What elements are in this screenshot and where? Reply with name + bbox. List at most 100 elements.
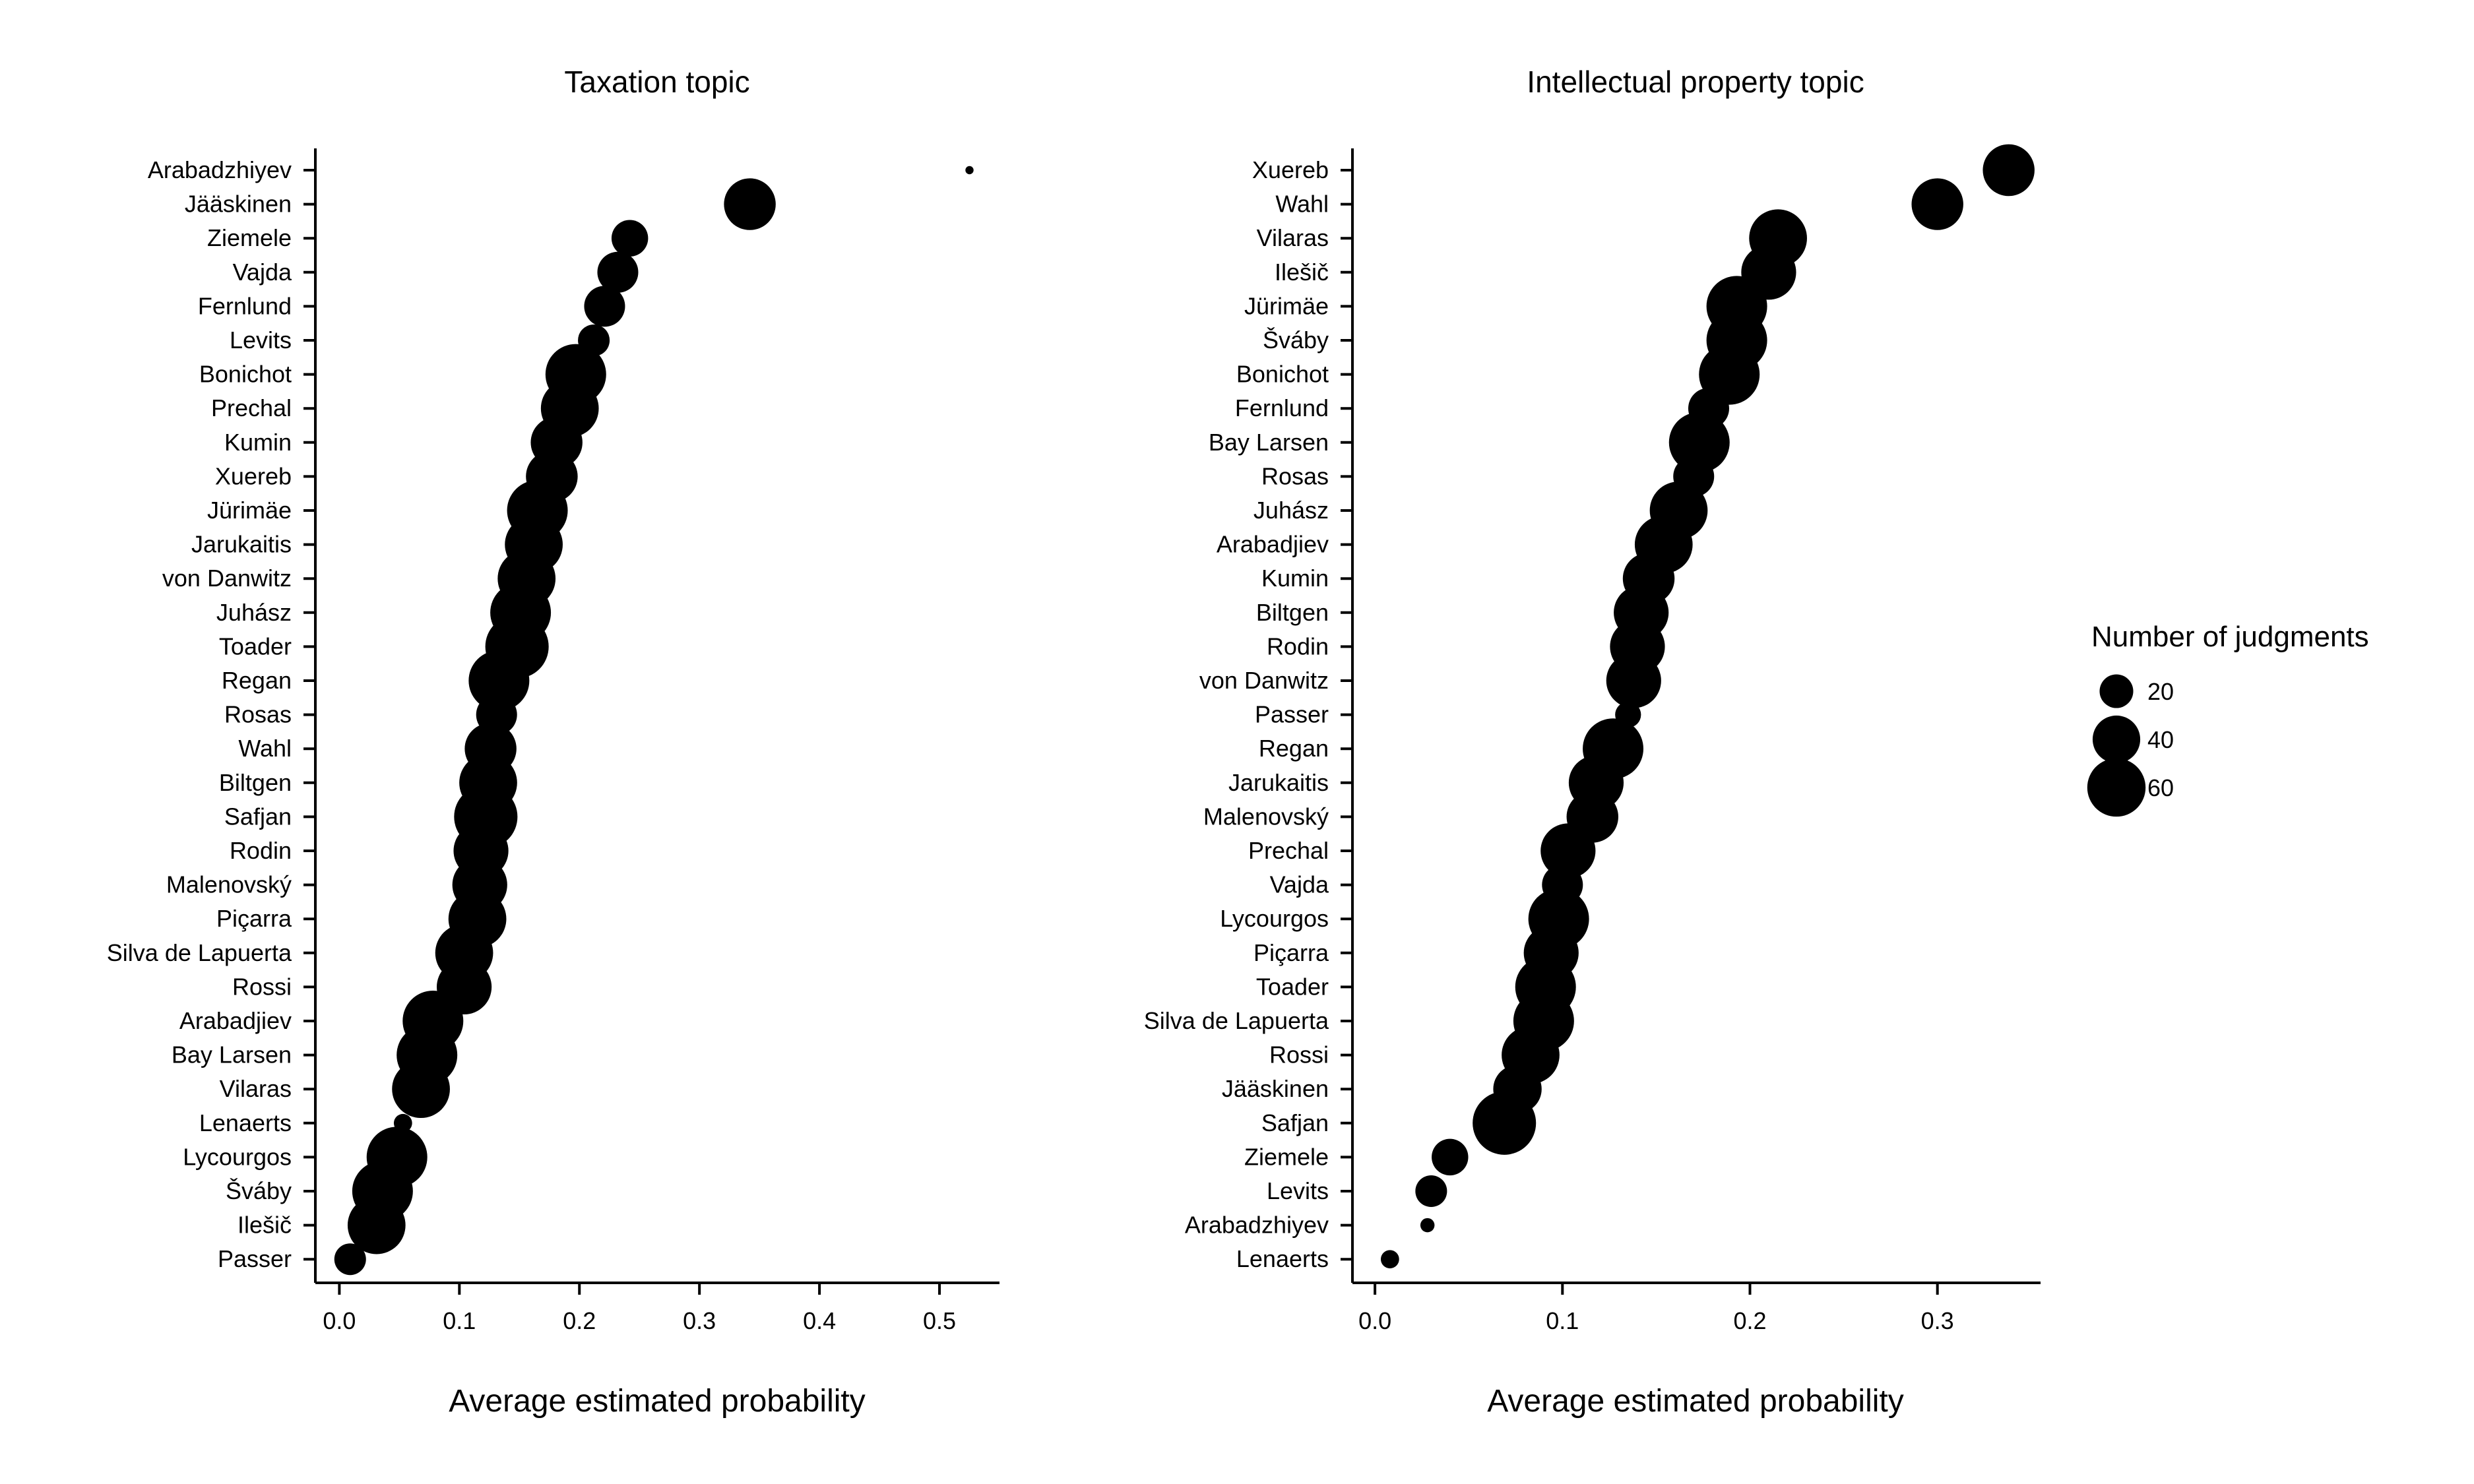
y-category-label: Juhász [1253,497,1329,524]
y-category-label: von Danwitz [162,565,292,592]
y-category-label: Safjan [224,803,292,830]
y-category-label: Piçarra [216,905,292,932]
y-category-label: Prechal [211,394,292,421]
panel-title: Taxation topic [564,65,749,99]
y-category-label: Regan [1259,735,1329,762]
data-point [965,166,974,175]
data-point [334,1243,366,1276]
y-category-label: Passer [1255,701,1329,728]
y-category-label: Lenaerts [1236,1245,1329,1272]
legend-label: 40 [2147,726,2174,753]
intellectual-property-panel: Intellectual property topic 0.0 0.1 0.2 0.3 A… [1144,65,2041,1419]
panel-title: Intellectual property topic [1527,65,1864,99]
data-point [724,178,776,230]
y-category-label: Rossi [1269,1041,1329,1068]
y-category-label: Jääskinen [1222,1075,1329,1102]
y-category-label: Jarukaitis [191,531,292,558]
x-axis-title: Average estimated probability [449,1384,865,1419]
y-category-label: von Danwitz [1199,667,1329,694]
data-point [1911,178,1963,230]
legend: Number of judgments 20 40 60 [2087,621,2369,817]
x-tick-label: 0.3 [1921,1307,1954,1334]
y-category-label: Toader [219,633,292,660]
data-point [1380,1250,1399,1269]
y-category-label: Biltgen [1256,599,1329,626]
data-point [584,286,625,327]
legend-label: 20 [2147,678,2174,705]
y-category-label: Arabadzhiyev [1185,1212,1329,1239]
y-category-label: Kumin [224,429,292,456]
y-category-label: Bay Larsen [172,1041,292,1068]
y-category-label: Passer [218,1245,292,1272]
y-category-label: Arabadzhiyev [148,156,292,183]
y-category-label: Lenaerts [199,1109,292,1136]
y-category-label: Jürimäe [1244,292,1329,319]
x-tick-label: 0.2 [563,1307,596,1334]
y-category-label: Vilaras [1257,224,1329,251]
y-category-label: Šváby [1263,326,1329,354]
x-tick-label: 0.5 [923,1307,956,1334]
x-tick-label: 0.0 [1358,1307,1391,1334]
y-category-label: Ziemele [1244,1143,1329,1170]
y-category-label: Rodin [230,837,292,864]
data-point [1606,653,1661,708]
y-category-label: Piçarra [1253,939,1329,966]
data-point [1432,1138,1469,1176]
y-category-label: Xuereb [215,462,292,489]
data-point [1982,144,2035,197]
x-tick-label: 0.4 [803,1307,836,1334]
y-category-label: Ilešič [238,1212,292,1239]
y-category-label: Fernlund [1235,394,1329,421]
y-category-label: Šváby [226,1177,292,1204]
y-category-label: Rosas [224,701,292,728]
y-category-label: Levits [230,326,292,354]
data-point [1540,823,1596,879]
data-point [611,220,649,257]
data-point [1473,1091,1537,1155]
legend-label: 60 [2147,774,2174,801]
data-point [347,1196,406,1254]
y-category-label: Rosas [1261,462,1329,489]
y-category-label: Silva de Lapuerta [107,939,292,966]
y-category-label: Levits [1267,1177,1329,1204]
y-category-label: Jarukaitis [1228,769,1329,796]
data-point [392,1060,450,1119]
data-point [1420,1218,1435,1233]
y-category-label: Jürimäe [207,497,292,524]
y-category-label: Lycourgos [183,1143,292,1170]
x-tick-label: 0.2 [1733,1307,1766,1334]
y-category-label: Kumin [1261,565,1329,592]
y-category-label: Malenovský [166,871,292,898]
y-category-label: Rossi [232,973,292,1000]
y-category-label: Vilaras [220,1075,292,1102]
y-category-label: Jääskinen [185,191,292,218]
y-category-label: Vajda [1270,871,1329,898]
y-category-label: Juhász [216,599,292,626]
legend-marker [2099,674,2134,708]
y-category-label: Arabadjiev [1217,531,1329,558]
legend-marker [2092,715,2141,764]
y-category-label: Silva de Lapuerta [1144,1007,1329,1034]
y-category-label: Malenovský [1203,803,1329,830]
data-point [1415,1175,1447,1208]
data-point [597,251,639,293]
y-category-label: Lycourgos [1220,905,1329,932]
y-category-label: Vajda [233,259,292,286]
legend-title: Number of judgments [2091,621,2369,653]
y-category-label: Biltgen [219,769,292,796]
y-category-label: Ziemele [207,224,292,251]
y-category-label: Fernlund [198,292,292,319]
y-category-label: Prechal [1248,837,1329,864]
x-tick-label: 0.3 [683,1307,716,1334]
y-category-label: Bonichot [199,361,292,388]
x-tick-label: 0.0 [323,1307,356,1334]
data-point [468,650,530,711]
y-category-label: Arabadjiev [179,1007,292,1034]
y-category-label: Wahl [1275,191,1329,218]
x-axis-title: Average estimated probability [1487,1384,1903,1419]
y-category-label: Safjan [1261,1109,1329,1136]
legend-marker [2087,758,2146,817]
y-category-label: Rodin [1267,633,1329,660]
x-tick-label: 0.1 [443,1307,476,1334]
